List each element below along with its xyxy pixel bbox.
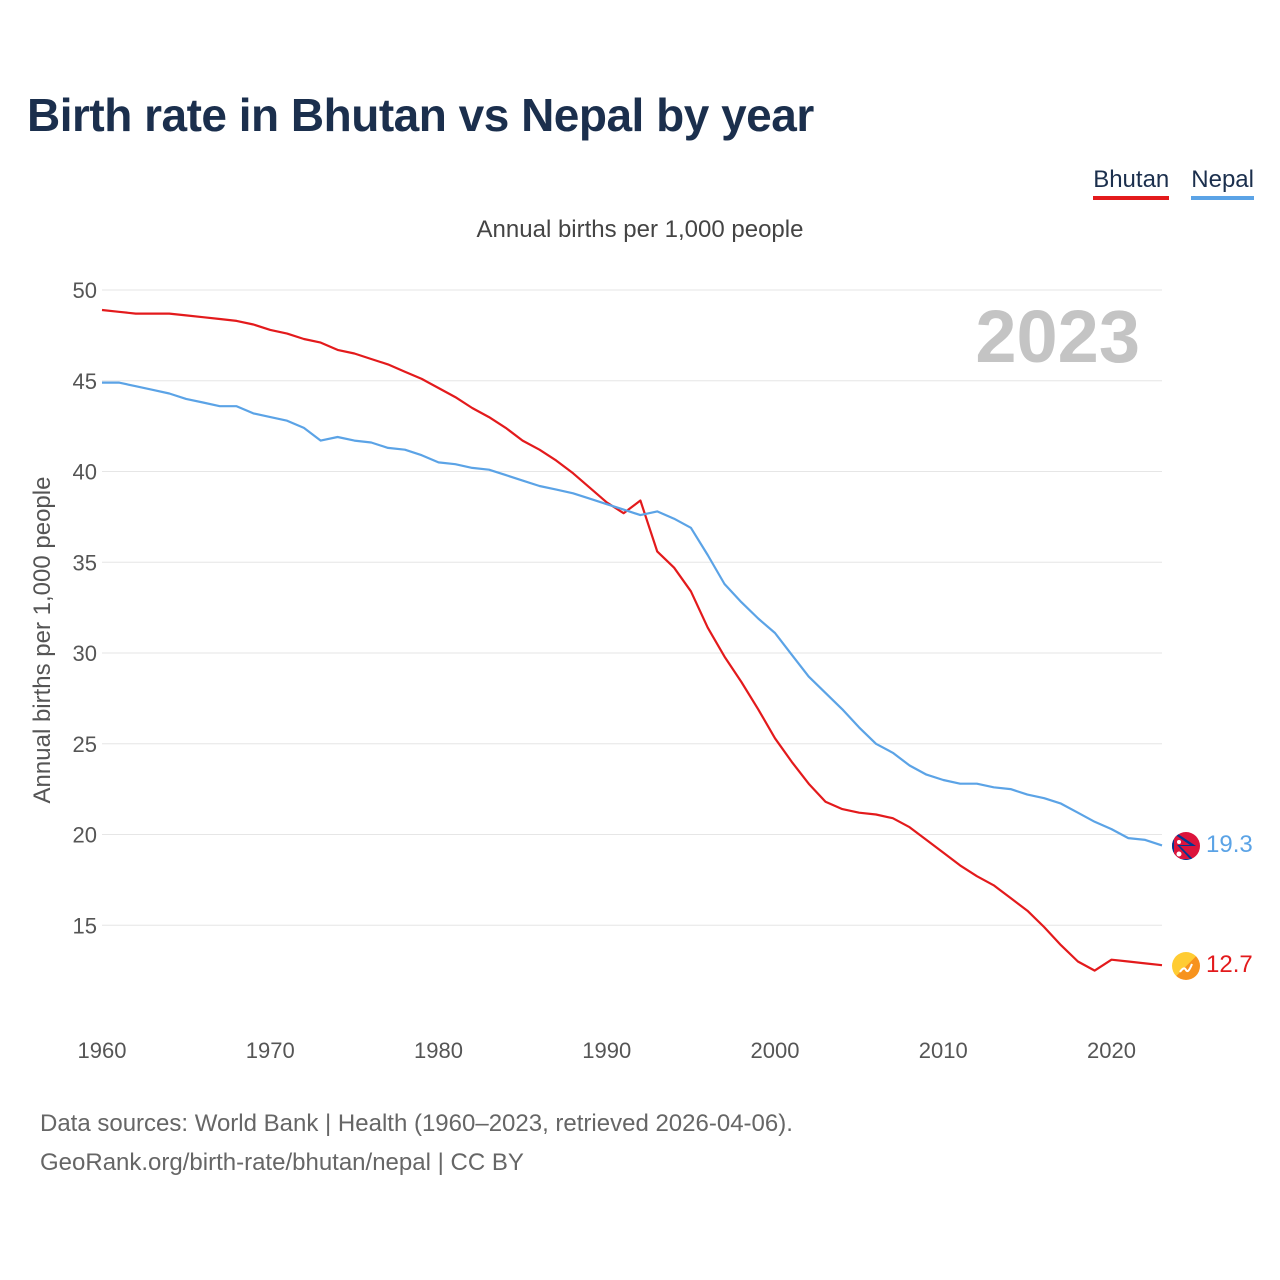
y-tick-label: 30 [73,641,97,666]
x-tick-label: 1990 [582,1038,631,1063]
chart-subtitle: Annual births per 1,000 people [476,216,804,243]
x-tick-label: 2000 [751,1038,800,1063]
y-tick-label: 50 [73,278,97,303]
year-watermark: 2023 [975,295,1140,378]
y-axis-ticks: 15 20 25 30 35 40 45 50 [73,278,97,938]
end-label-bhutan: 12.7 [1206,951,1253,978]
bhutan-flag-icon [1172,952,1200,980]
end-label-nepal: 19.3 [1206,831,1253,858]
footer: Data sources: World Bank | Health (1960–… [40,1104,793,1182]
x-tick-label: 2010 [919,1038,968,1063]
legend: Bhutan Nepal [1093,166,1254,200]
chart-title: Birth rate in Bhutan vs Nepal by year [27,89,814,141]
series-line-nepal[interactable] [102,381,1163,847]
line-chart: 15 20 25 30 35 40 45 50 1960 1970 1980 1990 2000 201… [29,278,1253,1063]
y-tick-label: 20 [73,823,97,848]
y-tick-label: 15 [73,913,97,938]
nepal-flag-icon [1172,832,1200,860]
x-tick-label: 1980 [414,1038,463,1063]
legend-item-nepal[interactable]: Nepal [1191,166,1254,200]
series-line-bhutan[interactable] [101,308,1163,972]
x-tick-label: 1970 [246,1038,295,1063]
y-tick-label: 35 [73,550,97,575]
footer-credit[interactable]: GeoRank.org/birth-rate/bhutan/nepal | CC… [40,1149,524,1176]
series [101,308,1163,972]
y-tick-label: 25 [73,732,97,757]
y-tick-label: 40 [73,460,97,485]
grid [102,289,1162,926]
x-tick-label: 1960 [78,1038,127,1063]
y-tick-label: 45 [73,369,97,394]
legend-item-bhutan[interactable]: Bhutan [1093,166,1170,200]
footer-sources: Data sources: World Bank | Health (1960–… [40,1110,793,1137]
x-tick-label: 2020 [1087,1038,1136,1063]
y-axis-label: Annual births per 1,000 people [29,477,56,804]
x-axis-ticks: 1960 1970 1980 1990 2000 2010 2020 [78,1038,1136,1063]
